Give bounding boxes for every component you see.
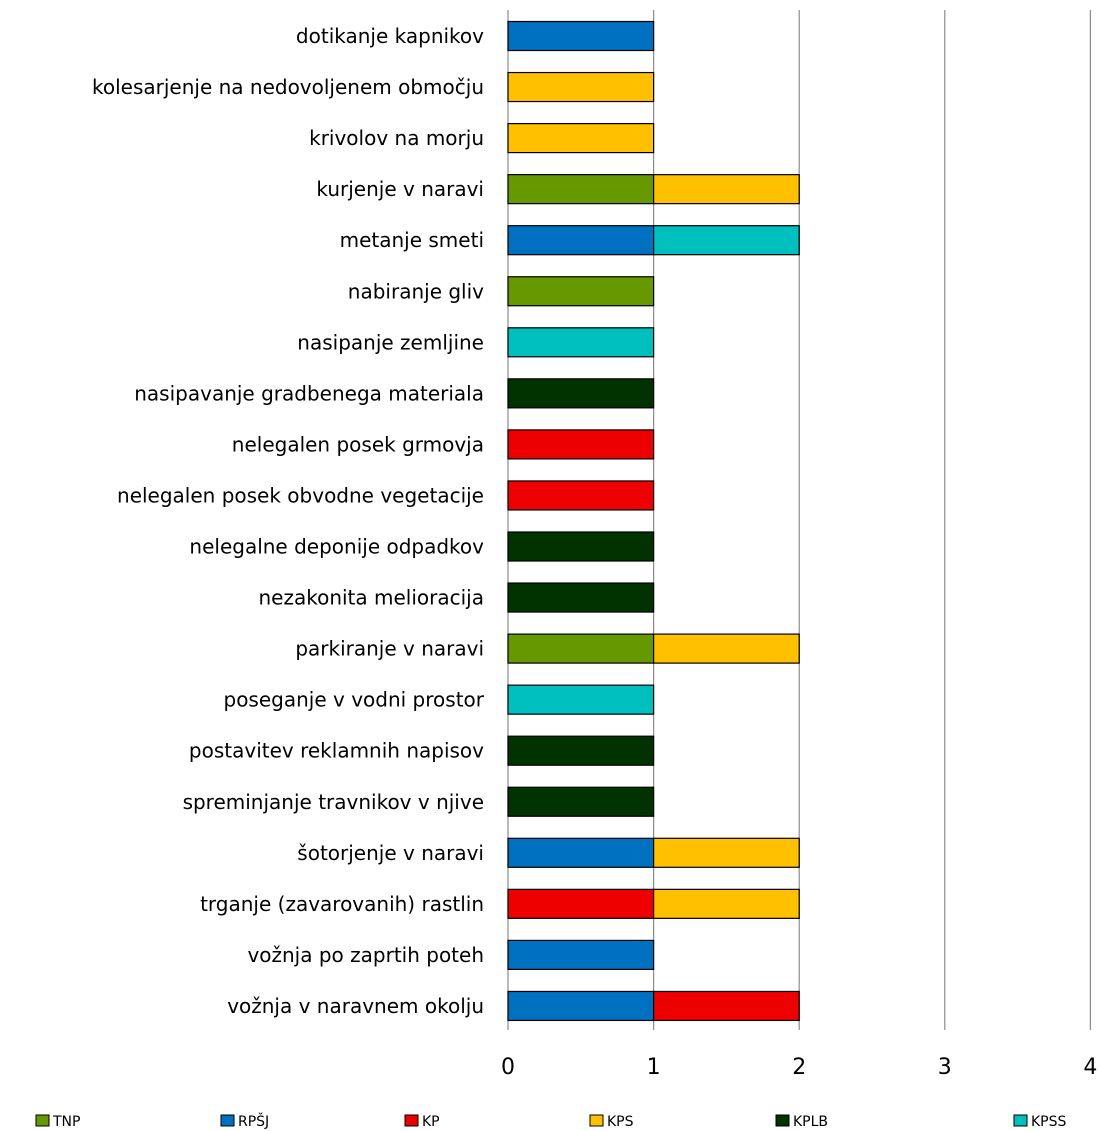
bar-segment-tnp [507, 633, 655, 664]
x-tick-label: 1 [647, 1055, 661, 1080]
category-label: nasipavanje gradbenega materiala [134, 381, 484, 405]
bar-segment-kplb [507, 378, 655, 409]
bar-segment-kps [507, 71, 655, 103]
bar-segment-kplb [507, 735, 655, 766]
category-label: krivolov na morju [309, 126, 484, 150]
x-tick-label: 0 [501, 1055, 515, 1080]
bar-segment-kpss [507, 684, 655, 715]
bar-segment-rpšj [507, 939, 655, 971]
bar-segment-rpšj [507, 20, 655, 52]
bar-segment-kps [652, 633, 800, 664]
legend-label: RPŠJ [238, 1112, 269, 1130]
x-tick-label: 3 [938, 1055, 952, 1080]
category-label: trganje (zavarovanih) rastlin [200, 892, 484, 916]
category-label: šotorjenje v naravi [297, 841, 484, 865]
legend-label: KP [422, 1114, 440, 1130]
x-tick-label: 2 [792, 1055, 806, 1080]
gridlines [507, 10, 1092, 1030]
legend-item-tnp: TNP [35, 1114, 80, 1130]
category-label: nasipanje zemljine [297, 330, 484, 354]
category-label: metanje smeti [340, 228, 484, 252]
bar-segment-tnp [507, 276, 655, 307]
category-label: vožnja po zaprtih poteh [247, 943, 484, 967]
bar-segment-kplb [507, 582, 655, 613]
bar-segment-kps [652, 174, 800, 205]
x-axis-ticks: 0 1 2 3 4 [501, 1055, 1097, 1080]
bar-segment-kp [507, 888, 655, 919]
legend-item-kps: KPS [589, 1114, 634, 1130]
category-label: parkiranje v naravi [295, 637, 484, 661]
legend-swatch [1013, 1114, 1028, 1127]
bars [507, 20, 800, 1022]
legend-item-kpss: KPSS [1013, 1114, 1067, 1130]
legend-swatch [775, 1114, 790, 1127]
legend-item-rpšj: RPŠJ [220, 1112, 269, 1130]
category-label: spreminjanje travnikov v njive [183, 790, 484, 814]
bar-segment-rpšj [507, 225, 655, 256]
bar-segment-kp [652, 990, 800, 1022]
category-label: nelegalen posek obvodne vegetacije [117, 483, 484, 507]
legend-swatch [404, 1114, 419, 1127]
bar-segment-rpšj [507, 837, 655, 868]
legend-item-kplb: KPLB [775, 1114, 828, 1130]
category-label: vožnja v naravnem okolju [227, 994, 484, 1018]
legend-swatch [589, 1114, 604, 1127]
category-label: kolesarjenje na nedovoljenem območju [92, 75, 484, 99]
bar-segment-kps [507, 122, 655, 154]
category-label: kurjenje v naravi [316, 177, 484, 201]
category-label: nabiranje gliv [348, 279, 484, 303]
legend-label: KPLB [793, 1114, 828, 1130]
bar-segment-kpss [507, 327, 655, 358]
bar-segment-kp [507, 429, 655, 460]
category-label: nelegalen posek grmovja [232, 432, 484, 456]
category-label: nelegalne deponije odpadkov [189, 535, 484, 559]
legend-item-kp: KP [404, 1114, 440, 1130]
legend-swatch [220, 1114, 235, 1127]
category-label: dotikanje kapnikov [296, 24, 484, 48]
legend: TNP RPŠJ KP KPS KPLB KPSS [35, 1112, 1067, 1130]
bar-segment-tnp [507, 174, 655, 205]
category-label: poseganje v vodni prostor [224, 688, 485, 712]
legend-swatch [35, 1114, 50, 1127]
bar-segment-rpšj [507, 990, 655, 1022]
category-labels: dotikanje kapnikov kolesarjenje na nedovo… [92, 24, 485, 1018]
legend-label: TNP [52, 1114, 80, 1130]
category-label: nezakonita melioracija [258, 586, 484, 610]
bar-segment-kplb [507, 531, 655, 562]
legend-label: KPSS [1031, 1114, 1067, 1130]
bar-segment-kp [507, 480, 655, 511]
x-tick-label: 4 [1083, 1055, 1097, 1080]
bar-segment-kplb [507, 786, 655, 817]
bar-segment-kpss [652, 225, 800, 256]
legend-label: KPS [607, 1114, 634, 1130]
bar-segment-kps [652, 888, 800, 919]
bar-segment-kps [652, 837, 800, 868]
category-label: postavitev reklamnih napisov [189, 739, 484, 763]
